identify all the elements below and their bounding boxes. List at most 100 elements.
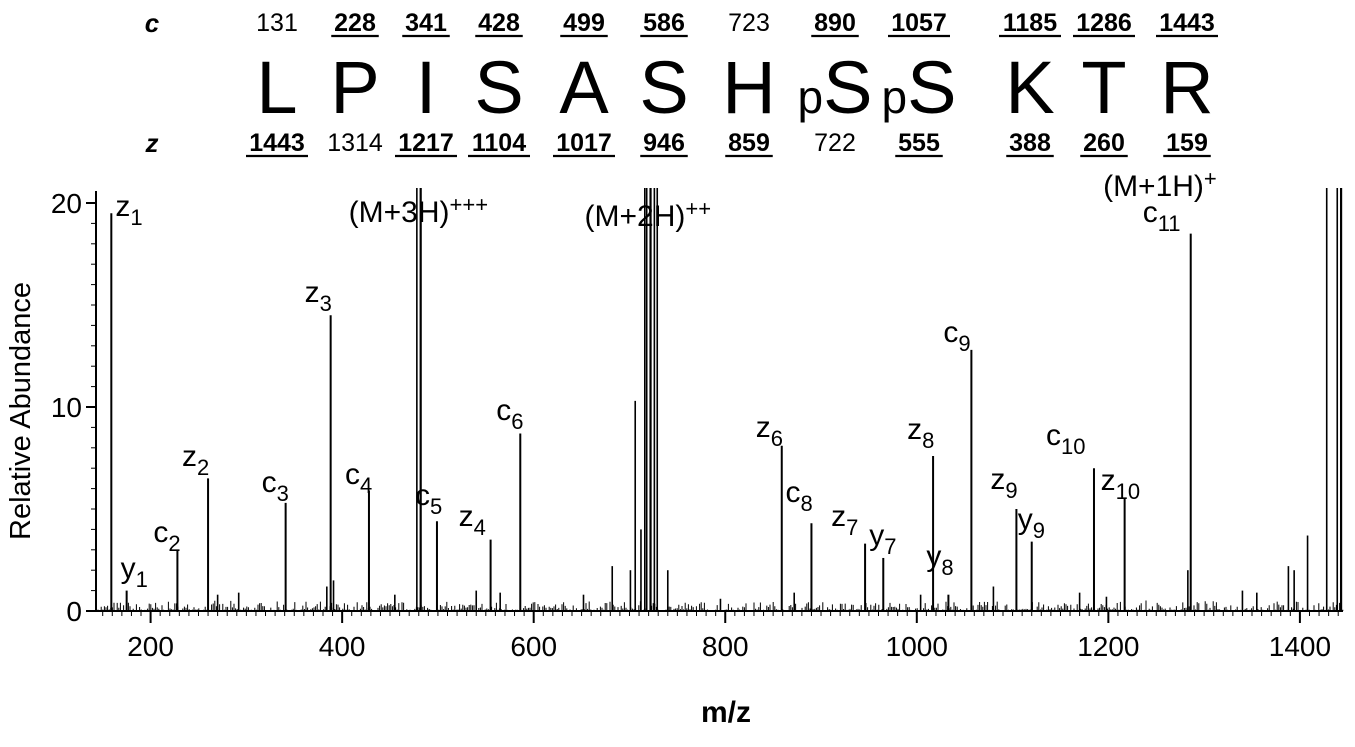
ion-index: 4 (474, 515, 486, 540)
ion-index: 4 (360, 473, 372, 498)
sequence-header: c z 131 228 341 428 499 586 723 890 1057 1185 1286… (145, 8, 1218, 158)
ion-type: c (262, 466, 277, 499)
precursor-charge: ++ (685, 196, 711, 221)
ion-index: 9 (1005, 478, 1017, 503)
ion-label-c9: c9 (943, 316, 970, 356)
residue-letter: R (1160, 46, 1213, 129)
ion-type: z (115, 190, 130, 223)
ion-type: c (345, 458, 360, 491)
ion-label-z7: z7 (831, 500, 858, 540)
residue: pS (882, 46, 957, 129)
residue: I (416, 46, 437, 129)
c-ion-mass: 1286 (1076, 9, 1132, 37)
ion-type: y (869, 519, 884, 552)
residue-letter: S (907, 46, 956, 129)
ion-index: 2 (168, 531, 180, 556)
residue: H (722, 46, 775, 129)
ion-index: 7 (884, 534, 896, 559)
ion-type: z (1101, 464, 1116, 497)
c-ion-mass: 1185 (1003, 9, 1057, 37)
ion-label-c2: c2 (153, 516, 180, 556)
z-ion-mass: 555 (898, 129, 940, 157)
ion-index: 7 (846, 515, 858, 540)
residue-letter: H (722, 46, 775, 129)
y-tick-label: 20 (51, 188, 82, 219)
y-axis-ticks: 0 10 20 (51, 188, 96, 627)
z-ion-row-label: z (145, 128, 159, 158)
z-ion-mass: 1443 (249, 129, 305, 157)
z-ion-mass: 859 (728, 129, 770, 157)
ion-index: 8 (800, 491, 812, 516)
x-tick-label: 800 (702, 631, 749, 662)
ion-label-c6: c6 (496, 394, 523, 434)
ion-label-y9: y9 (1018, 503, 1045, 543)
ion-type: z (990, 463, 1005, 496)
ion-index: 10 (1061, 434, 1085, 459)
residue-letter: S (474, 46, 523, 129)
z-ion-mass: 388 (1009, 129, 1051, 157)
c-ion-masses: 131 228 341 428 499 586 723 890 1057 1185 1286 1443 (256, 9, 1218, 38)
z-ion-mass: 722 (814, 129, 856, 157)
c-ion-mass: 341 (405, 9, 447, 37)
ion-label-z10: z10 (1101, 464, 1140, 504)
residue: R (1160, 46, 1213, 129)
ion-label-c4: c4 (345, 458, 372, 498)
residue-letter: S (823, 46, 872, 129)
precursor-label: (M+3H)+++ (349, 192, 488, 229)
residue: L (256, 46, 297, 129)
ion-label-z9: z9 (990, 463, 1017, 503)
y-tick-label: 0 (66, 596, 82, 627)
ion-index: 9 (1033, 518, 1045, 543)
residue-letter: I (416, 46, 437, 129)
residue: A (559, 46, 609, 129)
z-ion-mass: 1104 (472, 129, 526, 157)
ion-label-c3: c3 (262, 466, 289, 506)
ion-index: 5 (430, 494, 442, 519)
ion-index: 3 (320, 291, 332, 316)
ion-index: 1 (130, 205, 142, 230)
residue-letter: S (639, 46, 688, 129)
ion-index: 3 (277, 481, 289, 506)
spectrum-peaks (110, 188, 1343, 611)
residue: S (639, 46, 688, 129)
y-tick-label: 10 (51, 392, 82, 423)
ion-type: z (756, 411, 771, 444)
ion-type: c (785, 476, 800, 509)
ion-index: 10 (1116, 479, 1140, 504)
c-ion-row-label: c (145, 8, 160, 38)
ion-label-y7: y7 (869, 519, 896, 559)
phospho-mark: p (798, 71, 824, 123)
ion-type: y (1018, 503, 1033, 536)
ion-label-z2: z2 (182, 440, 209, 480)
x-tick-label: 600 (510, 631, 557, 662)
ion-index: 9 (958, 331, 970, 356)
z-ion-mass: 159 (1166, 129, 1208, 157)
ion-type: z (305, 276, 320, 309)
ion-type: z (831, 500, 846, 533)
z-ion-mass: 260 (1083, 129, 1125, 157)
precursor-text: (M+2H) (585, 200, 686, 233)
ion-label-z8: z8 (907, 413, 934, 453)
ion-index: 8 (922, 428, 934, 453)
ion-label-c5: c5 (415, 479, 442, 519)
precursor-charge: +++ (450, 192, 489, 217)
ion-label-z4: z4 (459, 500, 486, 540)
residue-letter: P (330, 46, 379, 129)
c-ion-mass: 1057 (891, 9, 947, 37)
c-ion-mass: 428 (478, 9, 520, 37)
ion-index: 1 (136, 567, 148, 592)
ion-type: c (153, 516, 168, 549)
precursor-label: (M+1H)+ (1103, 166, 1217, 203)
residue: T (1081, 46, 1126, 129)
z-ion-mass: 946 (643, 129, 685, 157)
c-ion-mass: 890 (814, 9, 856, 37)
x-axis-title: m/z (701, 696, 751, 729)
ion-label-y1: y1 (121, 552, 148, 592)
ion-index: 6 (511, 409, 523, 434)
c-ion-mass: 1443 (1159, 9, 1215, 37)
residue-letter: T (1081, 46, 1126, 129)
z-ion-mass: 1017 (556, 129, 612, 157)
ion-type: c (1143, 196, 1158, 229)
